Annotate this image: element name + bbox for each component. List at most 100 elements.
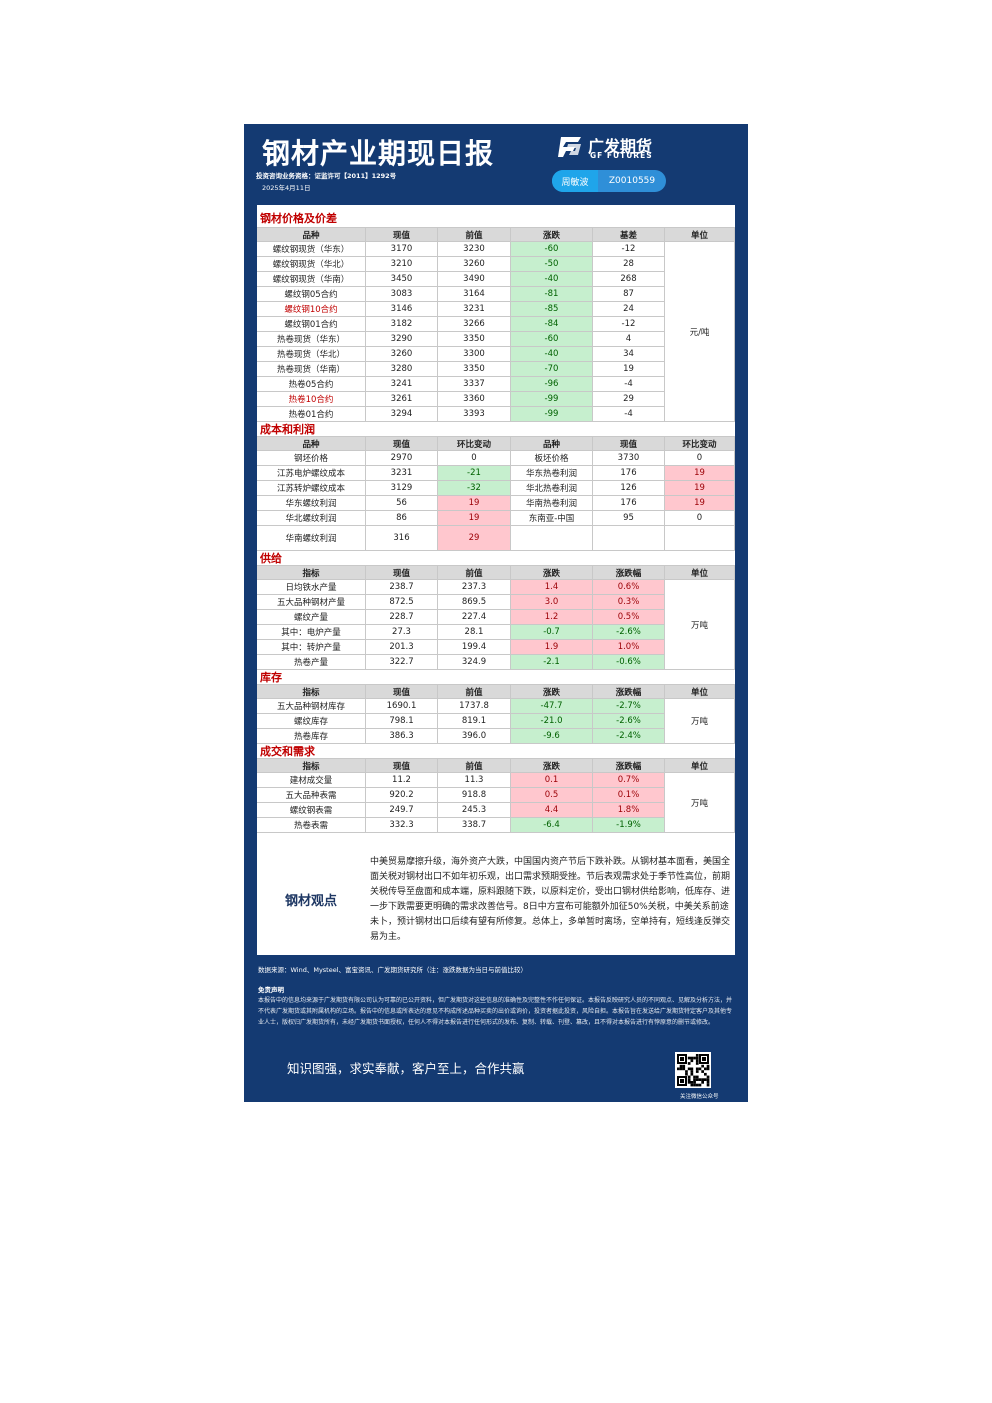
qr-module (695, 1054, 699, 1057)
section-title: 库存 (257, 670, 735, 685)
table-cell: -50 (511, 257, 593, 272)
qr-module (682, 1064, 686, 1068)
table-cell: 87 (593, 287, 665, 302)
table-cell: 4.4 (511, 803, 593, 818)
qr-module (693, 1081, 696, 1084)
column-header: 基差 (593, 228, 665, 242)
table-cell: -6.4 (511, 818, 593, 833)
table-cell: -4 (593, 407, 665, 422)
table-cell: 126 (593, 481, 665, 496)
table-cell: 3241 (366, 377, 438, 392)
table-cell: 3129 (366, 481, 438, 496)
column-header: 单位 (665, 228, 735, 242)
table-cell: 1.0% (593, 640, 665, 655)
row-label: 江苏电炉螺纹成本 (257, 466, 366, 481)
column-header: 品种 (257, 437, 366, 451)
row-label: 板坯价格 (511, 451, 593, 466)
table-cell: 3393 (438, 407, 511, 422)
qr-module (701, 1081, 704, 1084)
disclaimer: 本报告中的信息均来源于广发期货有限公司认为可靠的已公开资料，但广发期货对这些信息… (258, 997, 733, 1026)
row-label: 华东螺纹利润 (257, 496, 366, 511)
table-cell: 268 (593, 272, 665, 287)
qr-module (693, 1056, 696, 1060)
qr-module (702, 1057, 706, 1061)
table-cell: 3360 (438, 392, 511, 407)
table-cell: 920.2 (366, 788, 438, 803)
row-label: 日均铁水产量 (257, 580, 366, 595)
table-cell: 201.3 (366, 640, 438, 655)
row-label: 五大品种表需 (257, 788, 366, 803)
table-cell: 3182 (366, 317, 438, 332)
table-cell: 238.7 (366, 580, 438, 595)
row-label: 东南亚-中国 (511, 511, 593, 526)
column-header: 涨跌 (511, 566, 593, 580)
table-cell: -32 (438, 481, 511, 496)
table-cell: 3294 (366, 407, 438, 422)
table-cell: -99 (511, 392, 593, 407)
qr-module (695, 1056, 699, 1060)
qr-module (706, 1067, 710, 1071)
table-cell: 0.1 (511, 773, 593, 788)
row-label: 螺纹钢现货（华南） (257, 272, 366, 287)
row-label: 螺纹库存 (257, 714, 366, 729)
row-label: 华北热卷利润 (511, 481, 593, 496)
table-cell: 95 (593, 511, 665, 526)
table-cell: -40 (511, 347, 593, 362)
table-cell: 245.3 (438, 803, 511, 818)
qr-module (706, 1078, 710, 1081)
row-label: 热卷01合约 (257, 407, 366, 422)
table-cell: 3337 (438, 377, 511, 392)
table-cell: 0.6% (593, 580, 665, 595)
table-cell: 396.0 (438, 729, 511, 744)
analyst-name: 周敏波 (552, 170, 598, 192)
column-header: 现值 (366, 228, 438, 242)
qr-module (704, 1078, 707, 1081)
table-cell: -96 (511, 377, 593, 392)
qr-module (690, 1067, 694, 1071)
table-cell: 0.3% (593, 595, 665, 610)
table-cell: 3490 (438, 272, 511, 287)
table-cell: 0.1% (593, 788, 665, 803)
qr-module (701, 1064, 704, 1068)
column-header: 前值 (438, 759, 511, 773)
row-label: 五大品种钢材产量 (257, 595, 366, 610)
row-label: 螺纹产量 (257, 610, 366, 625)
row-label: 热卷05合约 (257, 377, 366, 392)
unit-cell: 万吨 (665, 699, 735, 744)
table-cell: 0 (665, 451, 735, 466)
qr-module (693, 1078, 696, 1081)
column-header: 单位 (665, 685, 735, 699)
column-header: 环比变动 (438, 437, 511, 451)
qr-module (685, 1072, 688, 1076)
data-source: 数据来源：Wind、Mysteel、富宝资讯、广发期货研究所（注：涨跌数据为当日… (258, 966, 528, 974)
qr-module (706, 1075, 710, 1079)
qr-module (685, 1070, 688, 1073)
qr-module (677, 1067, 680, 1071)
row-label: 螺纹钢01合约 (257, 317, 366, 332)
table-cell: -2.6% (593, 625, 665, 640)
table-cell: 3450 (366, 272, 438, 287)
row-label: 热卷产量 (257, 655, 366, 670)
table-cell: -21 (438, 466, 511, 481)
qr-code (675, 1052, 711, 1088)
row-label: 热卷10合约 (257, 392, 366, 407)
row-label: 华南热卷利润 (511, 496, 593, 511)
qr-module (698, 1067, 702, 1071)
qr-module (706, 1081, 710, 1084)
row-label: 热卷库存 (257, 729, 366, 744)
row-label: 钢坯价格 (257, 451, 366, 466)
qr-module (704, 1072, 707, 1076)
column-header: 品种 (511, 437, 593, 451)
qr-module (690, 1059, 694, 1063)
row-label: 热卷现货（华东） (257, 332, 366, 347)
table-cell: 1737.8 (438, 699, 511, 714)
qr-module (687, 1075, 691, 1079)
disclaimer-title: 免责声明 (258, 986, 284, 994)
table-cell: 0 (665, 511, 735, 526)
qr-caption: 关注微信公众号 (680, 1094, 719, 1100)
column-header: 单位 (665, 566, 735, 580)
table-cell: -2.1 (511, 655, 593, 670)
table-cell: -4 (593, 377, 665, 392)
report-title: 钢材产业期现日报 (262, 137, 495, 170)
table-cell: 3164 (438, 287, 511, 302)
